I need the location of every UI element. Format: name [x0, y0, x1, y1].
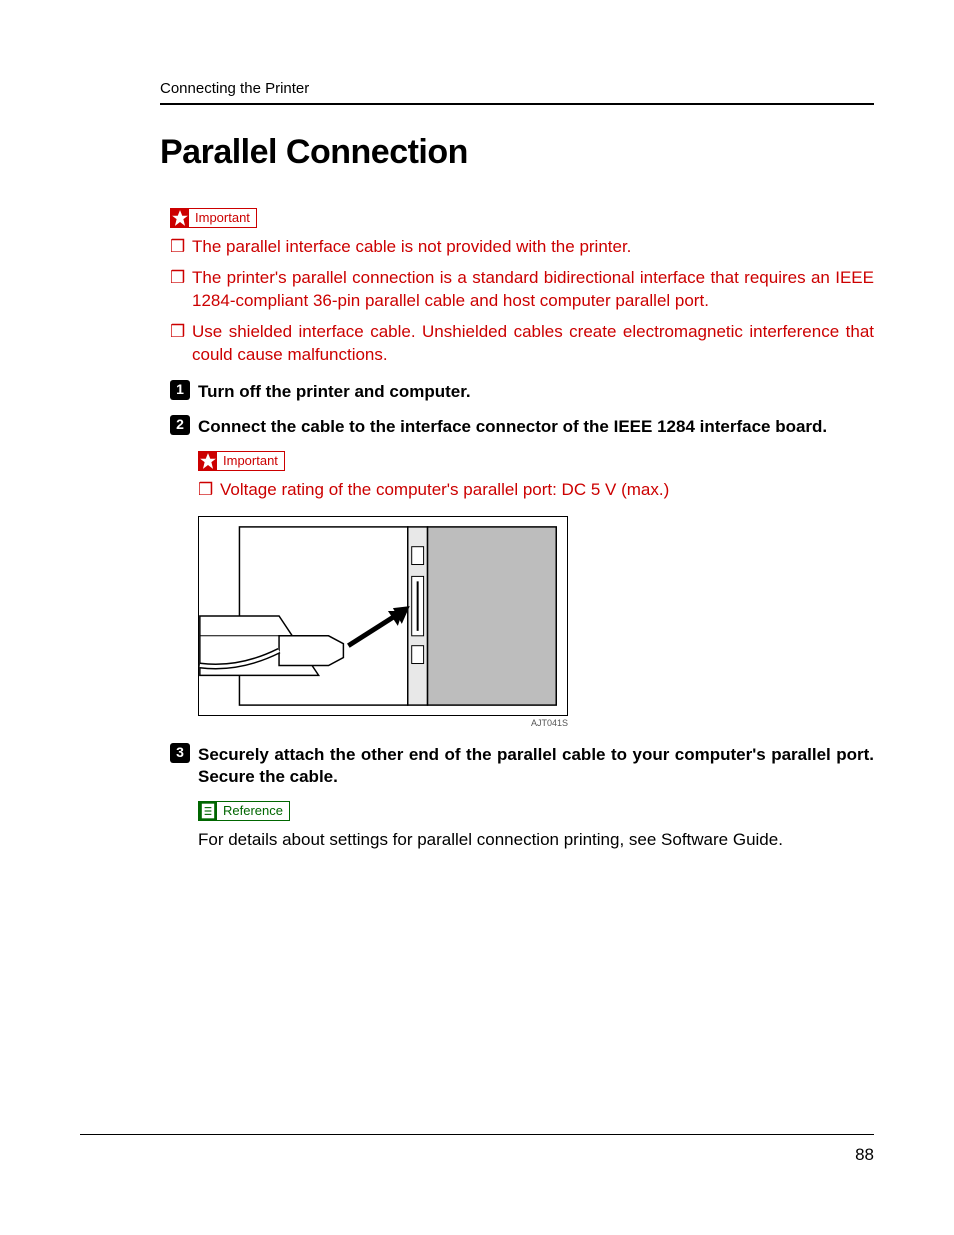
step-text: Securely attach the other end of the par…: [198, 745, 874, 787]
step2-important-list: Voltage rating of the computer's paralle…: [198, 479, 874, 502]
document-icon: [199, 802, 217, 820]
step-2-sub: Important Voltage rating of the computer…: [198, 451, 874, 502]
printer-diagram-icon: [199, 517, 567, 715]
star-icon: [171, 209, 189, 227]
important-label: Important: [189, 209, 256, 227]
step-text: Connect the cable to the interface conne…: [198, 417, 827, 436]
important-item: Use shielded interface cable. Unshielded…: [170, 321, 874, 367]
step-2: 2 Connect the cable to the interface con…: [170, 416, 874, 439]
step-number-icon: 2: [170, 415, 190, 435]
reference-label: Reference: [217, 802, 289, 820]
page-title: Parallel Connection: [160, 133, 874, 172]
important-item: Voltage rating of the computer's paralle…: [198, 479, 874, 502]
important-item: The parallel interface cable is not prov…: [170, 236, 874, 259]
page-number: 88: [855, 1145, 874, 1165]
important-label: Important: [217, 452, 284, 470]
step-number-icon: 3: [170, 743, 190, 763]
page: Connecting the Printer Parallel Connecti…: [0, 0, 954, 1235]
reference-badge: Reference: [198, 801, 290, 821]
step-1: 1 Turn off the printer and computer.: [170, 381, 874, 404]
important-item: The printer's parallel connection is a s…: [170, 267, 874, 313]
important-badge: Important: [198, 451, 285, 471]
step-number-icon: 1: [170, 380, 190, 400]
step-3: 3 Securely attach the other end of the p…: [170, 744, 874, 790]
important-badge: Important: [170, 208, 257, 228]
important-list: The parallel interface cable is not prov…: [170, 236, 874, 367]
figure-caption: AJT041S: [198, 718, 568, 728]
important-badge-row: Important: [198, 451, 874, 471]
connection-figure: [198, 516, 568, 716]
reference-block: Reference: [198, 801, 874, 821]
content-area: Important The parallel interface cable i…: [170, 208, 874, 852]
footer-rule: [80, 1134, 874, 1135]
figure-wrap: AJT041S: [198, 516, 874, 728]
running-header: Connecting the Printer: [160, 80, 874, 105]
step-text: Turn off the printer and computer.: [198, 382, 471, 401]
important-badge-row: Important: [170, 208, 874, 228]
reference-badge-row: Reference: [198, 801, 874, 821]
star-icon: [199, 452, 217, 470]
reference-text: For details about settings for parallel …: [198, 829, 874, 852]
